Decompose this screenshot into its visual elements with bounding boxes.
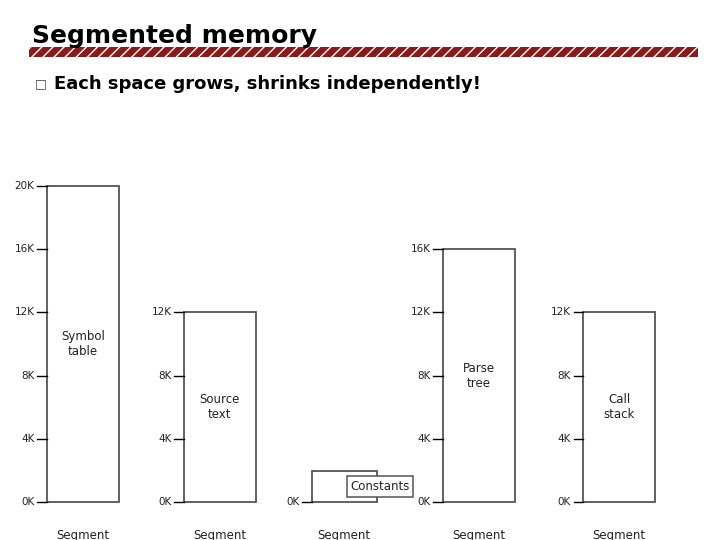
Text: 12K: 12K: [410, 307, 431, 318]
Text: Call
stack: Call stack: [603, 393, 635, 421]
Text: 0K: 0K: [158, 497, 171, 508]
Text: Constants: Constants: [350, 480, 410, 493]
Text: 12K: 12K: [151, 307, 171, 318]
FancyBboxPatch shape: [312, 471, 377, 502]
Text: 0K: 0K: [22, 497, 35, 508]
Text: 4K: 4K: [158, 434, 171, 444]
Text: 4K: 4K: [21, 434, 35, 444]
Text: 20K: 20K: [14, 181, 35, 191]
Text: 4K: 4K: [417, 434, 431, 444]
Text: Parse
tree: Parse tree: [463, 362, 495, 390]
Text: Segmented memory: Segmented memory: [32, 24, 318, 48]
Text: 8K: 8K: [21, 371, 35, 381]
Text: 8K: 8K: [557, 371, 571, 381]
Text: Segment
2: Segment 2: [318, 529, 371, 540]
Text: 0K: 0K: [558, 497, 571, 508]
Text: 12K: 12K: [14, 307, 35, 318]
Text: Source
text: Source text: [199, 393, 240, 421]
Text: Segment
1: Segment 1: [193, 529, 246, 540]
FancyBboxPatch shape: [583, 313, 655, 502]
FancyBboxPatch shape: [184, 313, 256, 502]
Text: 0K: 0K: [418, 497, 431, 508]
Text: 8K: 8K: [158, 371, 171, 381]
Text: 0K: 0K: [287, 497, 300, 508]
Text: Segment
4: Segment 4: [593, 529, 646, 540]
Text: Each space grows, shrinks independently!: Each space grows, shrinks independently!: [54, 75, 481, 93]
Text: Symbol
table: Symbol table: [61, 330, 104, 358]
Text: □: □: [35, 77, 46, 90]
FancyBboxPatch shape: [47, 186, 119, 502]
FancyBboxPatch shape: [29, 47, 698, 57]
Text: Segment
3: Segment 3: [452, 529, 505, 540]
Text: 16K: 16K: [14, 244, 35, 254]
Text: Segment
0: Segment 0: [56, 529, 109, 540]
Text: 4K: 4K: [557, 434, 571, 444]
FancyBboxPatch shape: [443, 249, 515, 502]
Text: 16K: 16K: [410, 244, 431, 254]
Text: 8K: 8K: [417, 371, 431, 381]
Text: 12K: 12K: [551, 307, 571, 318]
